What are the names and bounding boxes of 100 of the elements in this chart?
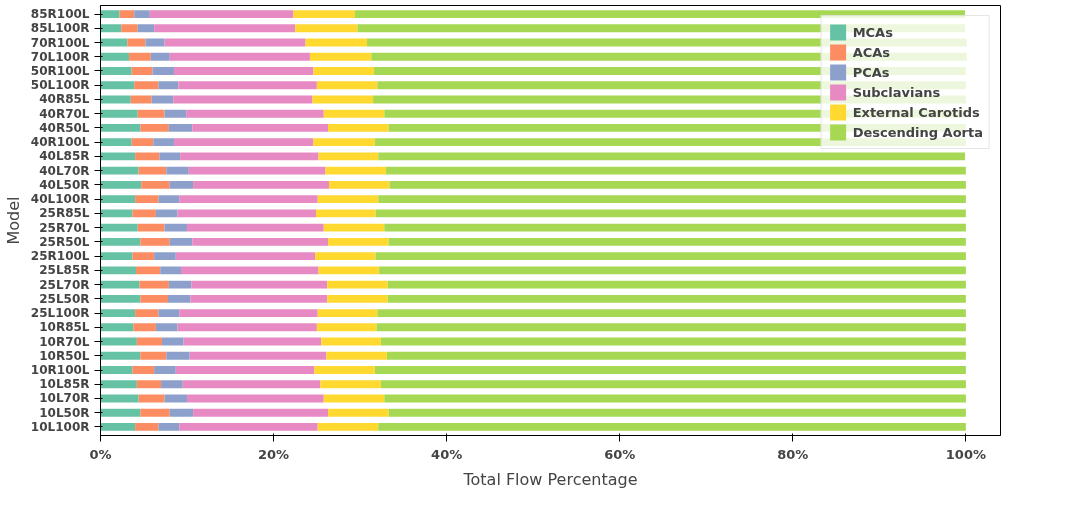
bar [135,266,161,275]
bar [179,195,318,204]
bar [158,309,180,317]
bar [186,109,324,118]
bar [138,394,165,403]
bar [100,309,136,317]
bar [175,366,315,374]
bar [140,237,170,246]
y-tick-label: 40R100L [30,135,90,150]
bar [193,180,329,189]
y-tick-label: 25R85L [39,206,90,221]
bar [328,237,389,246]
bar [164,223,188,232]
bar [100,223,138,232]
x-tick-label: 80% [777,446,809,462]
bar [174,67,314,75]
x-tick-label: 60% [604,446,636,462]
y-tick-label: 50R100L [30,64,90,78]
y-tick-label: 40L50R [39,177,90,192]
bar [100,366,133,374]
y-tick-label: 10L70R [39,391,90,406]
bar [374,366,966,374]
bar [137,223,165,232]
bar [323,109,385,118]
bar [384,223,966,232]
bar [152,67,175,75]
y-tick-label: 85R100L [30,7,90,22]
bar [131,67,153,75]
bar [179,423,318,431]
bar [192,237,329,246]
bar [100,10,120,18]
bar [140,124,169,132]
x-tick-label: 40% [431,446,463,462]
bar [323,223,385,232]
bar [131,138,154,147]
bar [132,252,155,261]
bar [121,24,138,33]
y-tick-label: 10R85L [39,320,90,335]
bar [100,138,132,147]
bar [160,266,181,275]
bar [161,337,184,346]
bar [119,10,135,18]
bar [164,109,187,118]
bar [127,38,146,47]
x-tick-label: 100% [945,446,986,462]
bar [155,323,178,332]
bar [188,166,326,175]
bar [100,180,142,189]
y-tick-label: 25R70L [39,220,90,235]
x-tick-label: 20% [258,446,290,462]
bar [321,337,381,346]
y-tick-label: 40L70R [39,163,90,178]
bar [315,252,376,261]
bar [134,10,150,18]
bar [100,294,141,303]
bar [179,309,318,317]
bar [328,408,389,417]
y-tick-label: 10R70L [39,334,90,349]
bar [328,180,390,189]
bar [100,24,122,33]
bar [100,423,136,431]
bar [316,323,377,332]
legend-label: External Carotids [852,104,980,120]
bar [149,10,294,18]
bar [313,138,375,147]
bar [161,380,183,389]
bar [150,52,170,61]
bar [327,294,388,303]
y-tick-label: 10L85R [39,377,90,392]
bar [140,351,167,360]
bar [327,280,388,289]
bar [378,423,966,431]
bar [135,309,159,317]
y-tick-label: 25R50L [39,234,90,249]
bar [166,351,190,360]
bar [138,166,167,175]
y-tick-label: 70R100L [30,35,90,50]
bar [192,124,329,132]
bar [154,24,296,33]
bar [154,366,176,374]
bar [189,351,327,360]
bar [100,166,139,175]
bar [100,67,132,75]
bar [100,195,136,204]
bar [100,323,134,332]
legend-label: PCAs [852,64,890,80]
bar [140,408,170,417]
y-tick-label: 25L85R [39,263,90,278]
bar [377,309,966,317]
bar [389,180,966,189]
bar [154,252,176,261]
bar [169,52,310,61]
bar [137,109,165,118]
y-axis-title: Model [3,196,23,245]
y-tick-label: 85L100R [30,21,90,36]
bar [386,351,966,360]
y-tick-label: 40R70L [39,106,90,121]
bar [187,223,324,232]
x-axis-title: Total Flow Percentage [462,469,638,489]
y-tick-label: 25R100L [30,249,90,264]
